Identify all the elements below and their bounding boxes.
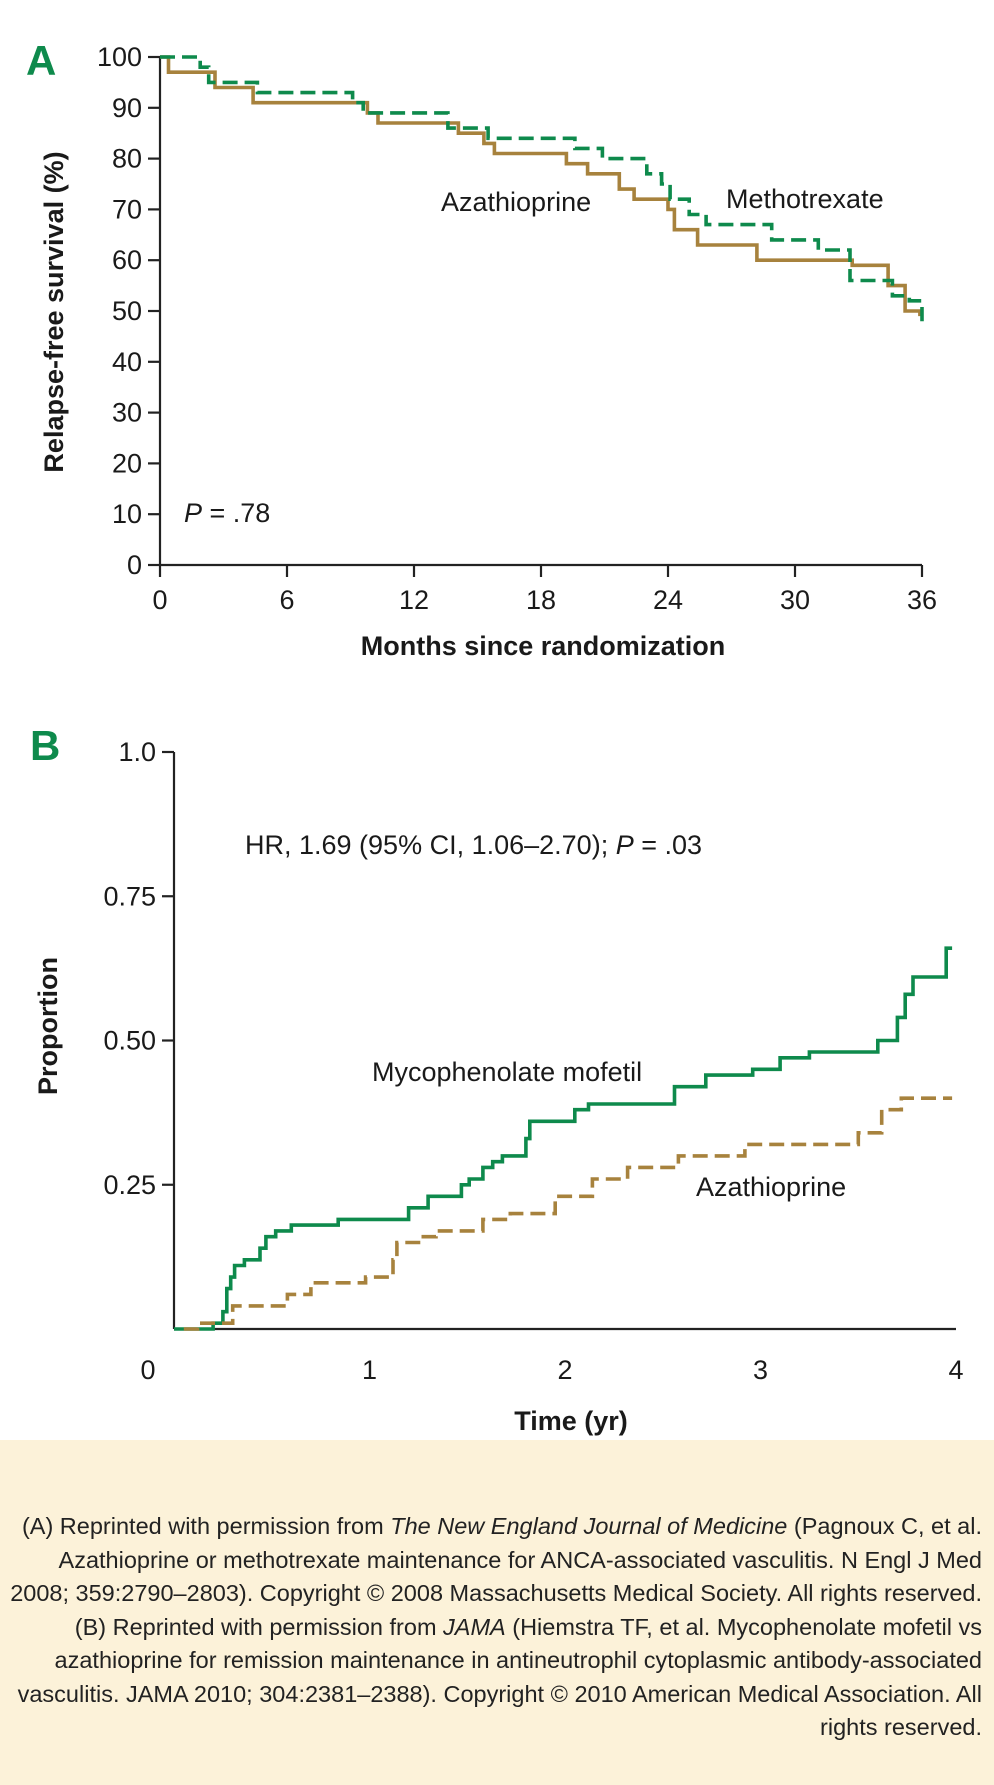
panel-a-y-tick-label: 70	[112, 194, 142, 224]
panel-b-y-tick-label: 0.50	[103, 1026, 156, 1056]
panel-b-p-symbol: P	[616, 830, 634, 860]
panel-a-letter: A	[26, 37, 56, 84]
caption-text-3: (Hiemstra TF, et al. Mycophenolate mofet…	[17, 1613, 982, 1741]
panel-a-series-label-methotrexate: Methotrexate	[726, 184, 884, 214]
panel-a-x-ticks: 0 6 12 18 24 30 36	[152, 565, 937, 615]
panel-a-series-methotrexate-line	[160, 55, 924, 322]
panel-b-x-tick-label: 0	[140, 1355, 155, 1385]
panel-b-letter: B	[30, 722, 60, 769]
panel-b-hr-annotation: HR, 1.69 (95% CI, 1.06–2.70); P = .03	[245, 830, 702, 860]
panel-b-x-tick-label: 2	[557, 1355, 572, 1385]
panel-a-p-text: = .78	[202, 498, 270, 528]
panel-b-series	[174, 946, 953, 1331]
panel-a-series-azathioprine-line	[160, 55, 922, 317]
panel-a-y-tick-label: 50	[112, 296, 142, 326]
panel-b-x-tick-label: 3	[753, 1355, 768, 1385]
panel-a-x-tick-label: 18	[526, 585, 556, 615]
panel-b-x-ticks: 0 1 2 3 4	[140, 1355, 963, 1385]
panel-a-p-symbol: P	[184, 498, 202, 528]
panel-b-y-tick-label: 1.0	[118, 737, 156, 767]
panel-b-series-azathioprine-line	[183, 1096, 953, 1331]
panel-b-y-ticks: 0.25 0.50 0.75 1.0	[103, 737, 174, 1200]
panel-a-y-tick-label: 20	[112, 448, 142, 478]
panel-a-x-label: Months since randomization	[361, 631, 726, 661]
panel-a-x-tick-label: 30	[780, 585, 810, 615]
panel-b-x-label: Time (yr)	[514, 1406, 628, 1436]
caption-text-2: (Pagnoux C, et al. Azathioprine or metho…	[10, 1513, 982, 1640]
panel-b-y-tick-label: 0.75	[103, 881, 156, 911]
panel-b-x-tick-label: 1	[362, 1355, 377, 1385]
figure: A 0 10 20 30 40 50 60 70 80 90 100 0 6 12 18 24 30 36 Re…	[26, 37, 964, 1436]
panel-a-y-tick-label: 30	[112, 398, 142, 428]
panel-b-p-text: = .03	[634, 830, 702, 860]
panel-a-x-tick-label: 12	[399, 585, 429, 615]
panel-b-hr-text: HR, 1.69 (95% CI, 1.06–2.70);	[245, 830, 616, 860]
panel-a-y-tick-label: 80	[112, 144, 142, 174]
panel-b-series-label-mycophenolate: Mycophenolate mofetil	[372, 1057, 642, 1087]
panel-b-y-label: Proportion	[33, 957, 63, 1095]
caption-box: (A) Reprinted with permission from The N…	[0, 1440, 994, 1785]
panel-a: A 0 10 20 30 40 50 60 70 80 90 100 0 6 12 18 24 30 36 Re…	[26, 37, 937, 661]
caption: (A) Reprinted with permission from The N…	[7, 1510, 982, 1745]
panel-a-y-tick-label: 0	[127, 550, 142, 580]
panel-a-y-ticks: 0 10 20 30 40 50 60 70 80 90 100	[97, 42, 160, 580]
panel-a-series	[160, 55, 924, 322]
panel-a-y-tick-label: 10	[112, 499, 142, 529]
caption-journal-nejm: The New England Journal of Medicine	[390, 1513, 788, 1539]
panel-a-x-tick-label: 36	[907, 585, 937, 615]
caption-text-1: (A) Reprinted with permission from	[21, 1513, 391, 1539]
panel-a-y-tick-label: 40	[112, 347, 142, 377]
panel-a-y-label: Relapse-free survival (%)	[39, 151, 69, 472]
panel-a-x-tick-label: 24	[653, 585, 683, 615]
panel-a-x-tick-label: 0	[152, 585, 167, 615]
panel-a-p-value: P = .78	[184, 498, 270, 528]
panel-b-x-tick-label: 4	[948, 1355, 963, 1385]
caption-journal-jama: JAMA	[443, 1613, 506, 1640]
panel-a-x-tick-label: 6	[279, 585, 294, 615]
panel-a-y-tick-label: 60	[112, 245, 142, 275]
panel-b-series-mycophenolate-mofetil-line	[174, 946, 953, 1331]
panel-a-y-tick-label: 90	[112, 93, 142, 123]
panel-b: B 0.25 0.50 0.75 1.0 0 1 2 3 4 Proportion Time …	[30, 722, 964, 1436]
panel-b-series-label-azathioprine: Azathioprine	[696, 1172, 846, 1202]
panel-a-y-tick-label: 100	[97, 42, 142, 72]
panel-b-y-tick-label: 0.25	[103, 1170, 156, 1200]
panel-a-series-label-azathioprine: Azathioprine	[441, 187, 591, 217]
